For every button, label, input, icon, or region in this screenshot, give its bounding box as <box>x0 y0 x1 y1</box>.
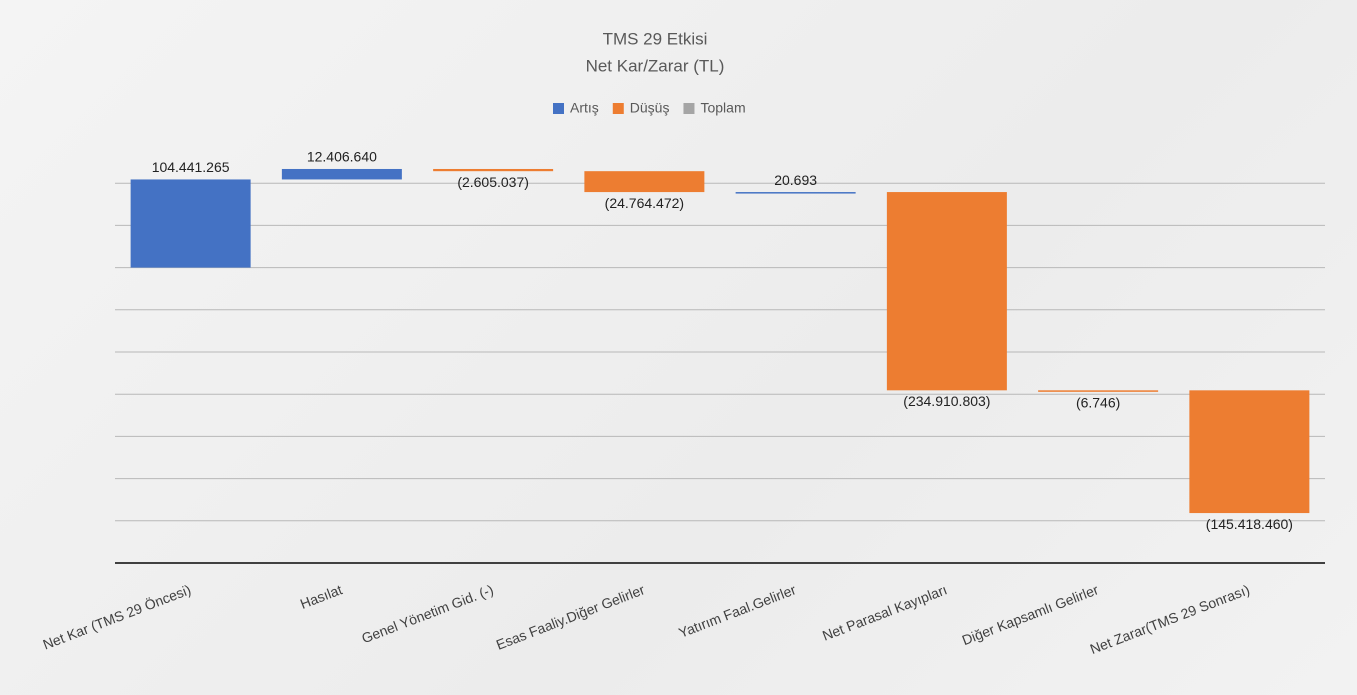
x-tick-label: Genel Yönetim Gid. (-) <box>359 581 495 646</box>
legend-swatch <box>683 103 695 114</box>
bar <box>1189 390 1310 514</box>
x-tick-label: Hasılat <box>298 581 345 612</box>
value-label: 20.693 <box>774 172 817 188</box>
legend-swatch <box>553 103 564 114</box>
value-label: (24.764.472) <box>605 195 684 211</box>
chart-subtitle: Net Kar/Zarar (TL) <box>586 56 725 75</box>
bar <box>584 171 705 193</box>
legend-label: Düşüş <box>630 100 670 116</box>
legend-label: Toplam <box>700 100 745 116</box>
x-tick-label: Esas Faaliy.Diğer Gelirler <box>494 581 647 653</box>
x-tick-label: Diğer Kapsamlı Gelirler <box>960 581 1101 648</box>
x-tick-label: Net Parasal Kayıpları <box>820 581 949 643</box>
bar <box>281 168 402 180</box>
x-tick-label: Net Kar (TMS 29 Öncesi) <box>40 580 193 652</box>
bar <box>735 192 856 194</box>
bar <box>1038 390 1159 392</box>
value-label: (145.418.460) <box>1206 516 1293 532</box>
value-label: (6.746) <box>1076 395 1120 411</box>
bar <box>130 179 251 268</box>
x-tick-label: Net Zarar(TMS 29 Sonrası) <box>1088 581 1252 657</box>
value-label: 104.441.265 <box>152 159 230 175</box>
bar <box>886 192 1007 391</box>
chart-title: TMS 29 Etkisi <box>603 29 708 48</box>
legend-label: Artış <box>570 100 599 116</box>
value-label: 12.406.640 <box>307 149 377 165</box>
value-label: (2.605.037) <box>457 174 529 190</box>
legend-swatch <box>612 103 624 114</box>
x-tick-label: Yatırım Faal.Gelirler <box>676 581 798 641</box>
bar <box>433 168 554 172</box>
value-label: (234.910.803) <box>903 393 990 409</box>
